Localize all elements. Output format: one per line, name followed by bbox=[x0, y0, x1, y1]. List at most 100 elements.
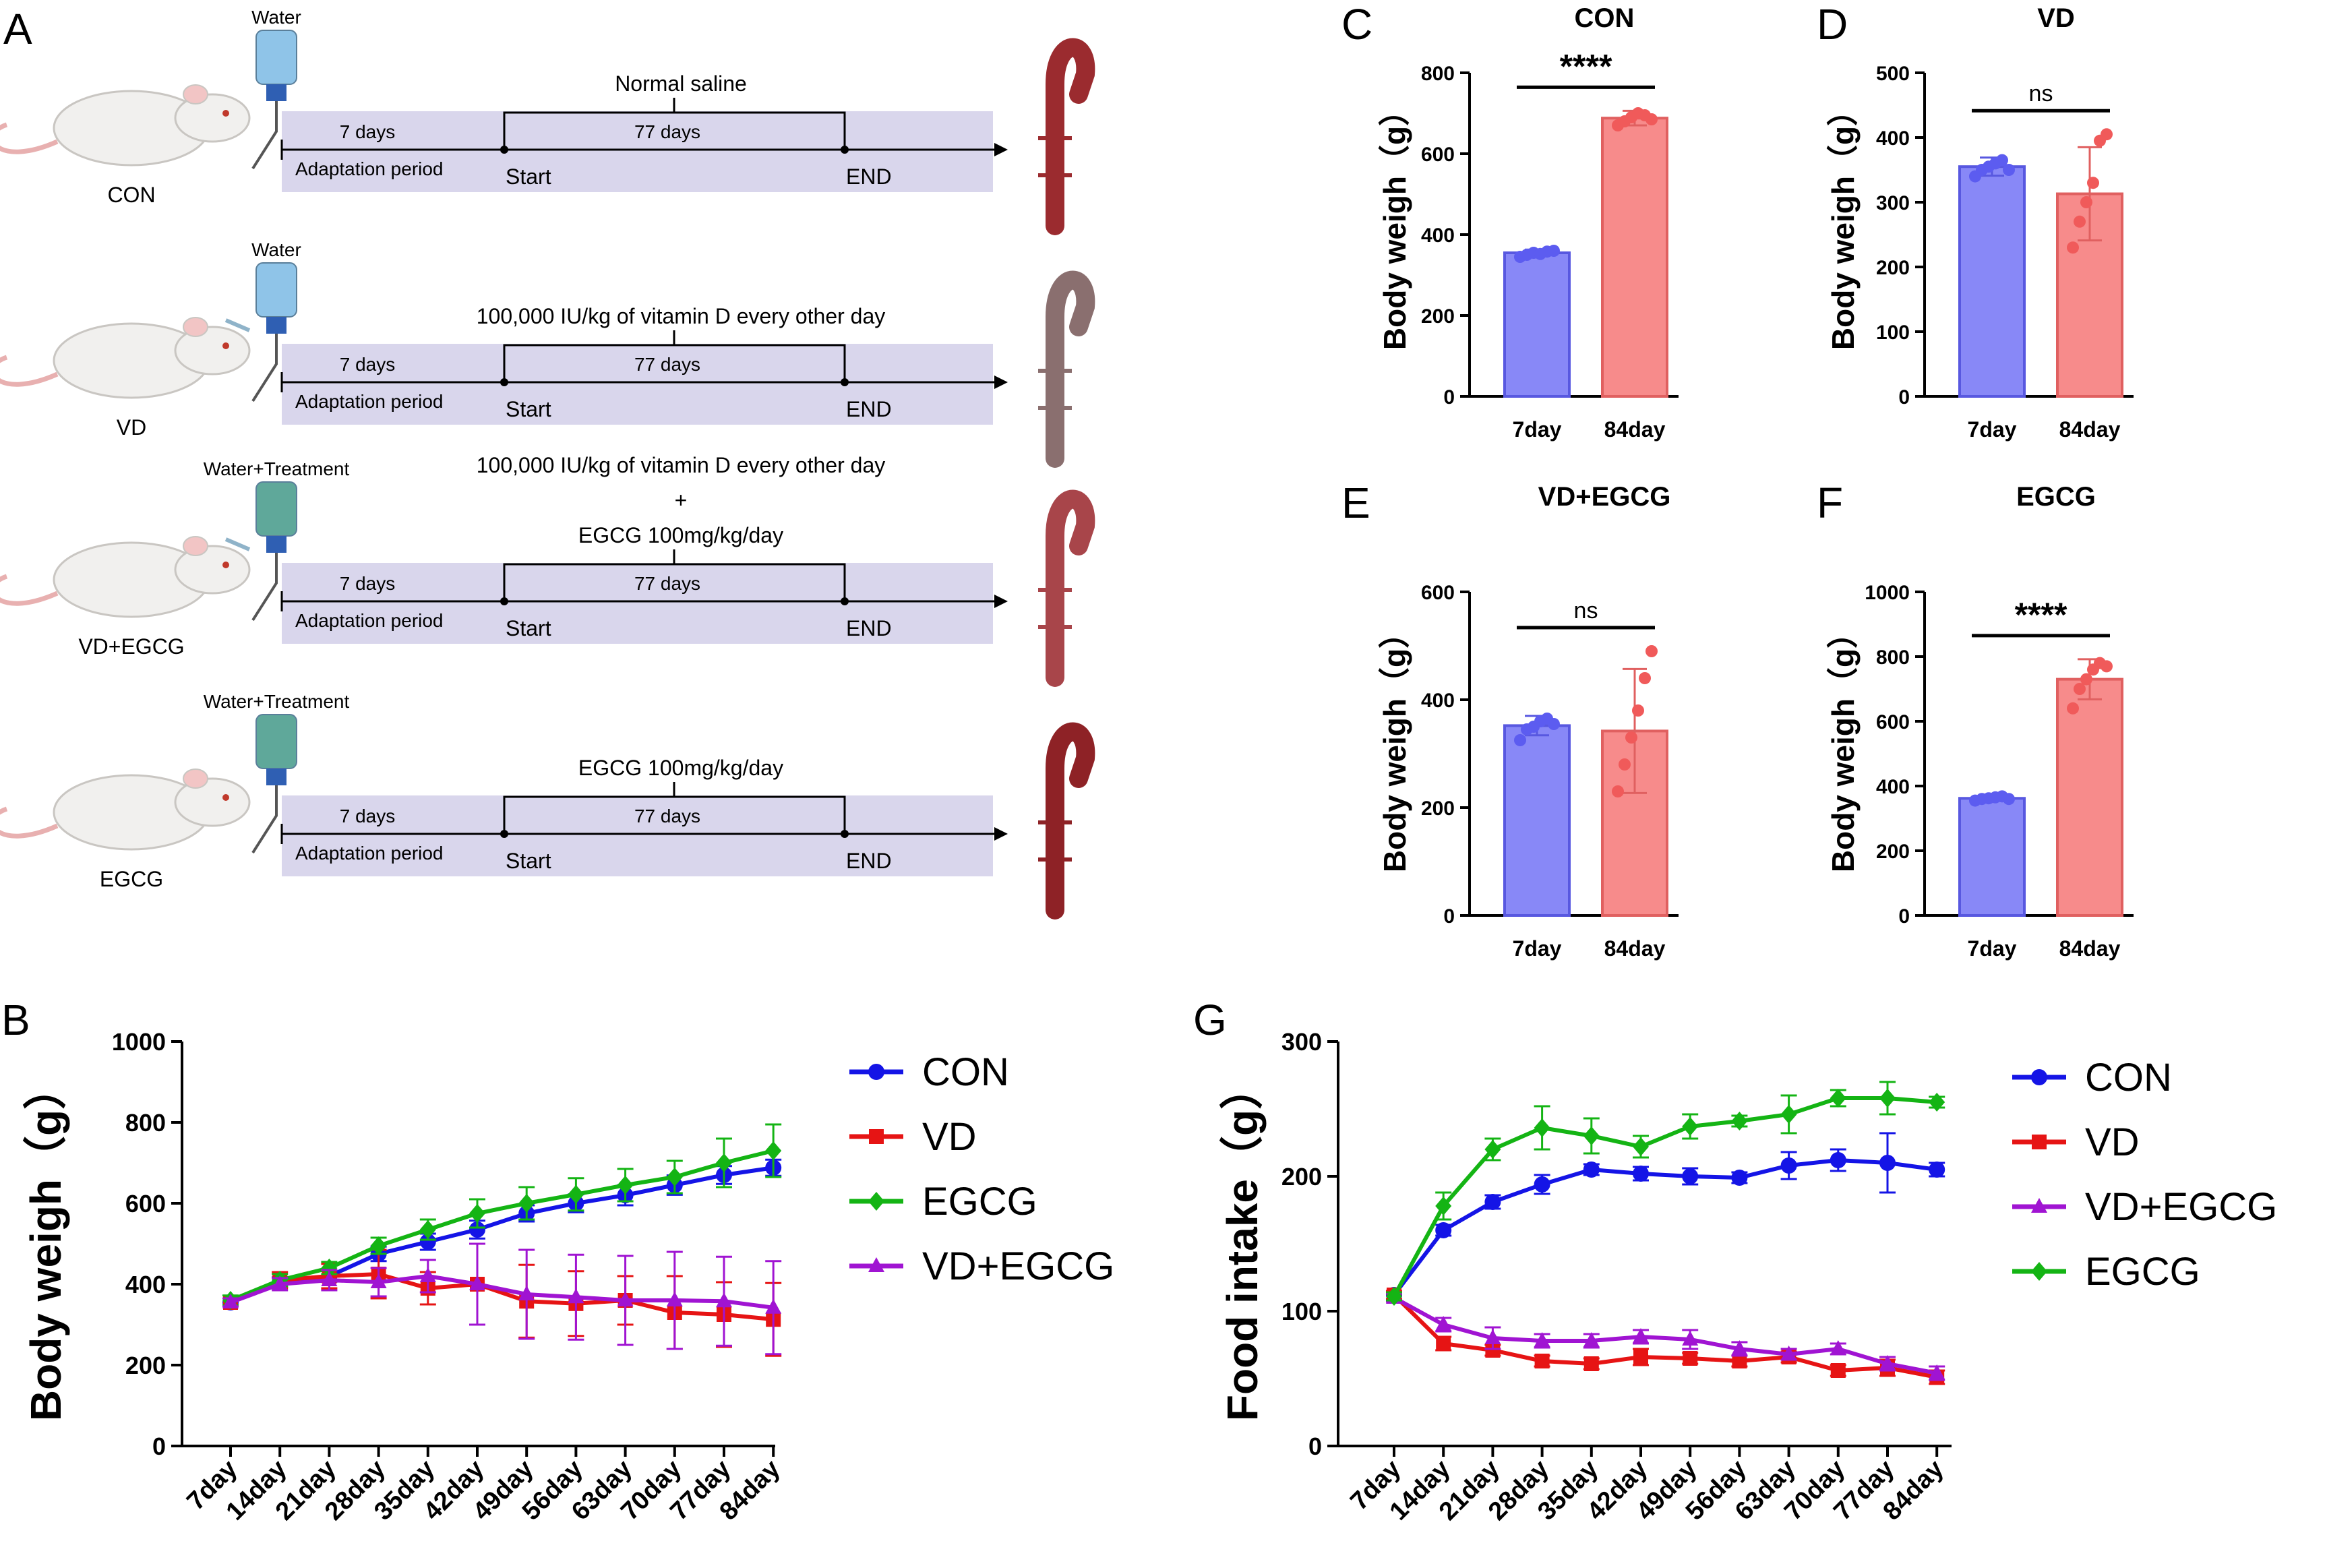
rat-eye-icon bbox=[222, 342, 229, 349]
marker-diamond bbox=[1682, 1117, 1699, 1136]
water-bottle-icon bbox=[255, 481, 297, 537]
data-point bbox=[2087, 177, 2099, 189]
x-tick-label: 84day bbox=[1604, 417, 1666, 442]
group-label: VD+EGCG bbox=[78, 634, 184, 659]
marker-triangle bbox=[2031, 1198, 2047, 1213]
bar-charts: C CON 0 200 400 600 800 Body weigh（g） 7day 84day *… bbox=[1341, 0, 2134, 961]
bottle-cap-icon bbox=[266, 317, 286, 334]
marker-diamond bbox=[1929, 1093, 1945, 1112]
rat-ear-icon bbox=[183, 536, 208, 556]
marker-diamond bbox=[868, 1192, 884, 1211]
marker-square bbox=[1683, 1351, 1698, 1366]
legend-label: EGCG bbox=[2085, 1250, 2200, 1294]
marker-circle bbox=[469, 1222, 485, 1238]
data-point bbox=[1612, 785, 1624, 797]
marker-circle bbox=[1484, 1194, 1501, 1210]
x-tick-label: 84day bbox=[2059, 936, 2121, 961]
marker-triangle bbox=[272, 1275, 289, 1290]
marker-triangle bbox=[1731, 1340, 1748, 1355]
marker-diamond bbox=[716, 1153, 732, 1172]
x-tick-label: 7day bbox=[1968, 417, 2017, 442]
bar bbox=[1601, 117, 1668, 398]
significance-label: ns bbox=[2029, 81, 2053, 107]
series-vd: VD bbox=[1386, 1120, 2140, 1385]
x-tick-label: 7day bbox=[1513, 417, 1562, 442]
marker-square bbox=[869, 1129, 884, 1144]
marker-circle bbox=[2031, 1069, 2047, 1085]
adapt-days: 7 days bbox=[340, 121, 396, 142]
marker-circle bbox=[1780, 1157, 1797, 1174]
timeline-band bbox=[282, 795, 993, 876]
marker-diamond bbox=[1583, 1126, 1600, 1145]
marker-diamond bbox=[370, 1236, 387, 1255]
adapt-days: 7 days bbox=[340, 806, 396, 826]
rat-eye-icon bbox=[222, 794, 229, 801]
y-tick-label: 1000 bbox=[1865, 582, 1910, 604]
data-point bbox=[1548, 718, 1560, 730]
marker-triangle bbox=[568, 1288, 584, 1304]
y-tick-label: 800 bbox=[1421, 63, 1455, 85]
start-dot-icon bbox=[500, 597, 508, 605]
data-point bbox=[1619, 758, 1631, 771]
significance-label: ns bbox=[1574, 598, 1598, 624]
marker-diamond bbox=[1633, 1137, 1649, 1156]
data-point bbox=[2003, 793, 2015, 806]
marker-diamond bbox=[518, 1194, 535, 1213]
marker-triangle bbox=[1929, 1364, 1945, 1379]
end-dot-icon bbox=[841, 146, 849, 154]
panel-letter: D bbox=[1817, 0, 1848, 49]
marker-diamond bbox=[1780, 1105, 1797, 1124]
marker-triangle bbox=[1484, 1329, 1501, 1344]
adapt-days: 7 days bbox=[340, 573, 396, 594]
end-label: END bbox=[846, 164, 892, 189]
group-label: EGCG bbox=[100, 867, 163, 891]
marker-triangle bbox=[370, 1273, 387, 1288]
treatment-text: 100,000 IU/kg of vitamin D every other d… bbox=[477, 304, 886, 328]
legend-label: VD bbox=[922, 1115, 977, 1159]
protocol-row: EGCG Water+Treatment 7 days 77 days Adaptati… bbox=[0, 691, 1095, 919]
end-dot-icon bbox=[841, 597, 849, 605]
marker-triangle bbox=[666, 1292, 683, 1306]
treatment-text: EGCG 100mg/kg/day bbox=[578, 523, 783, 547]
marker-triangle bbox=[716, 1292, 732, 1308]
data-point bbox=[2074, 215, 2086, 228]
protocol-row: VD Water 7 days 77 days Adaptation period Sta… bbox=[0, 239, 1095, 468]
end-label: END bbox=[846, 397, 892, 421]
y-tick-label: 400 bbox=[1876, 776, 1910, 798]
marker-diamond bbox=[321, 1259, 338, 1277]
rat-head-icon bbox=[174, 545, 251, 595]
legend-label: VD+EGCG bbox=[2085, 1185, 2277, 1229]
y-tick-label: 200 bbox=[1281, 1163, 1322, 1190]
main-days: 77 days bbox=[634, 354, 700, 375]
rat-head-icon bbox=[174, 93, 251, 143]
panel-letter: F bbox=[1817, 479, 1843, 527]
rat-tail-icon bbox=[0, 122, 59, 154]
adapt-label: Adaptation period bbox=[295, 158, 444, 179]
data-point bbox=[2080, 673, 2092, 686]
marker-diamond bbox=[617, 1176, 634, 1195]
bottle-cap-icon bbox=[266, 536, 286, 553]
bottle-spout-icon bbox=[251, 101, 278, 170]
marker-square bbox=[1633, 1350, 1648, 1364]
series-line bbox=[1392, 1096, 1937, 1298]
bottle-label: Water+Treatment bbox=[204, 691, 350, 712]
marker-circle bbox=[1879, 1155, 1896, 1171]
y-tick-label: 400 bbox=[1421, 224, 1455, 247]
y-tick-label: 200 bbox=[125, 1352, 166, 1379]
panel-letter: C bbox=[1341, 0, 1372, 49]
legend-label: VD+EGCG bbox=[922, 1244, 1114, 1288]
bar bbox=[1503, 724, 1571, 917]
y-tick-label: 1000 bbox=[112, 1028, 166, 1056]
data-point bbox=[2101, 128, 2113, 141]
adapt-label: Adaptation period bbox=[295, 843, 444, 864]
series-line bbox=[229, 1271, 774, 1322]
bar bbox=[1503, 251, 1571, 398]
panel-letter: E bbox=[1341, 479, 1370, 527]
timeline-band bbox=[282, 563, 993, 644]
y-tick-label: 400 bbox=[1876, 127, 1910, 150]
marker-circle bbox=[1830, 1152, 1846, 1168]
marker-triangle bbox=[518, 1286, 535, 1300]
marker-diamond bbox=[765, 1141, 782, 1160]
group-label: CON bbox=[107, 183, 155, 207]
